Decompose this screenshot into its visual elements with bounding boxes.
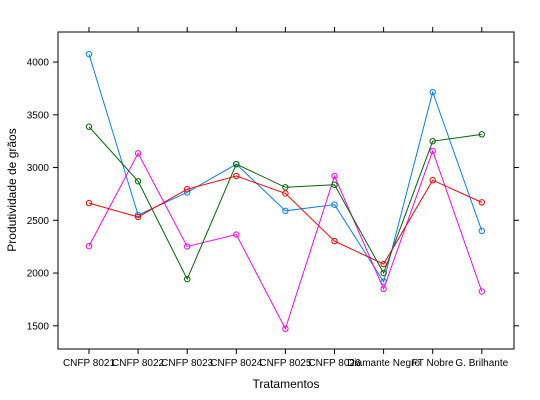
y-tick-label: 2000 <box>27 269 50 280</box>
data-point <box>134 213 142 221</box>
data-point <box>380 269 387 277</box>
x-tick-label: FT Nobre <box>412 358 454 369</box>
data-point <box>478 131 485 138</box>
x-tick-label: CNFP 8026 <box>308 358 361 369</box>
y-tick-label: 3500 <box>27 110 50 121</box>
data-point <box>184 275 191 283</box>
data-point <box>282 184 289 191</box>
series-line <box>88 175 483 265</box>
data-point <box>429 88 436 96</box>
data-point <box>134 178 142 185</box>
data-point <box>429 137 436 145</box>
data-point <box>429 147 436 155</box>
data-point <box>233 160 240 168</box>
data-point <box>331 237 338 245</box>
data-point <box>380 285 387 293</box>
data-point <box>478 227 485 235</box>
series-line <box>88 149 483 331</box>
x-tick-label: G. Brilhante <box>455 358 508 369</box>
x-tick-label: CNFP 8023 <box>161 358 214 369</box>
panel-frame <box>57 31 515 350</box>
x-tick-label: CNFP 8024 <box>210 358 263 369</box>
data-point <box>85 123 93 130</box>
data-point <box>331 172 338 180</box>
data-point <box>331 181 338 188</box>
data-point <box>282 325 289 332</box>
y-tick-label: 4000 <box>27 58 50 69</box>
y-tick-label: 3000 <box>27 163 50 174</box>
x-tick-label: CNFP 8021 <box>63 358 116 369</box>
series-line <box>88 126 482 281</box>
y-tick-label: 2500 <box>27 216 50 227</box>
data-point <box>478 199 485 206</box>
data-point <box>478 288 485 295</box>
data-point <box>85 50 93 58</box>
data-point <box>380 260 387 268</box>
data-point <box>85 242 93 250</box>
y-axis-title: Produtividade de grãos <box>5 128 19 251</box>
data-point <box>184 243 191 250</box>
data-point <box>134 150 142 157</box>
data-point <box>85 199 93 207</box>
data-point <box>282 207 289 215</box>
data-point <box>282 190 289 197</box>
x-axis-title: Tratamentos <box>253 377 320 391</box>
data-point <box>429 177 436 184</box>
x-tick-label: CNFP 8025 <box>259 358 312 369</box>
data-point <box>233 231 240 238</box>
y-tick-label: 1500 <box>27 321 50 332</box>
x-tick-label: CNFP 8022 <box>112 358 165 369</box>
data-point <box>184 185 191 193</box>
data-point <box>331 201 338 208</box>
data-point <box>233 172 240 180</box>
x-tick-label: Diamante Negro <box>347 358 420 369</box>
